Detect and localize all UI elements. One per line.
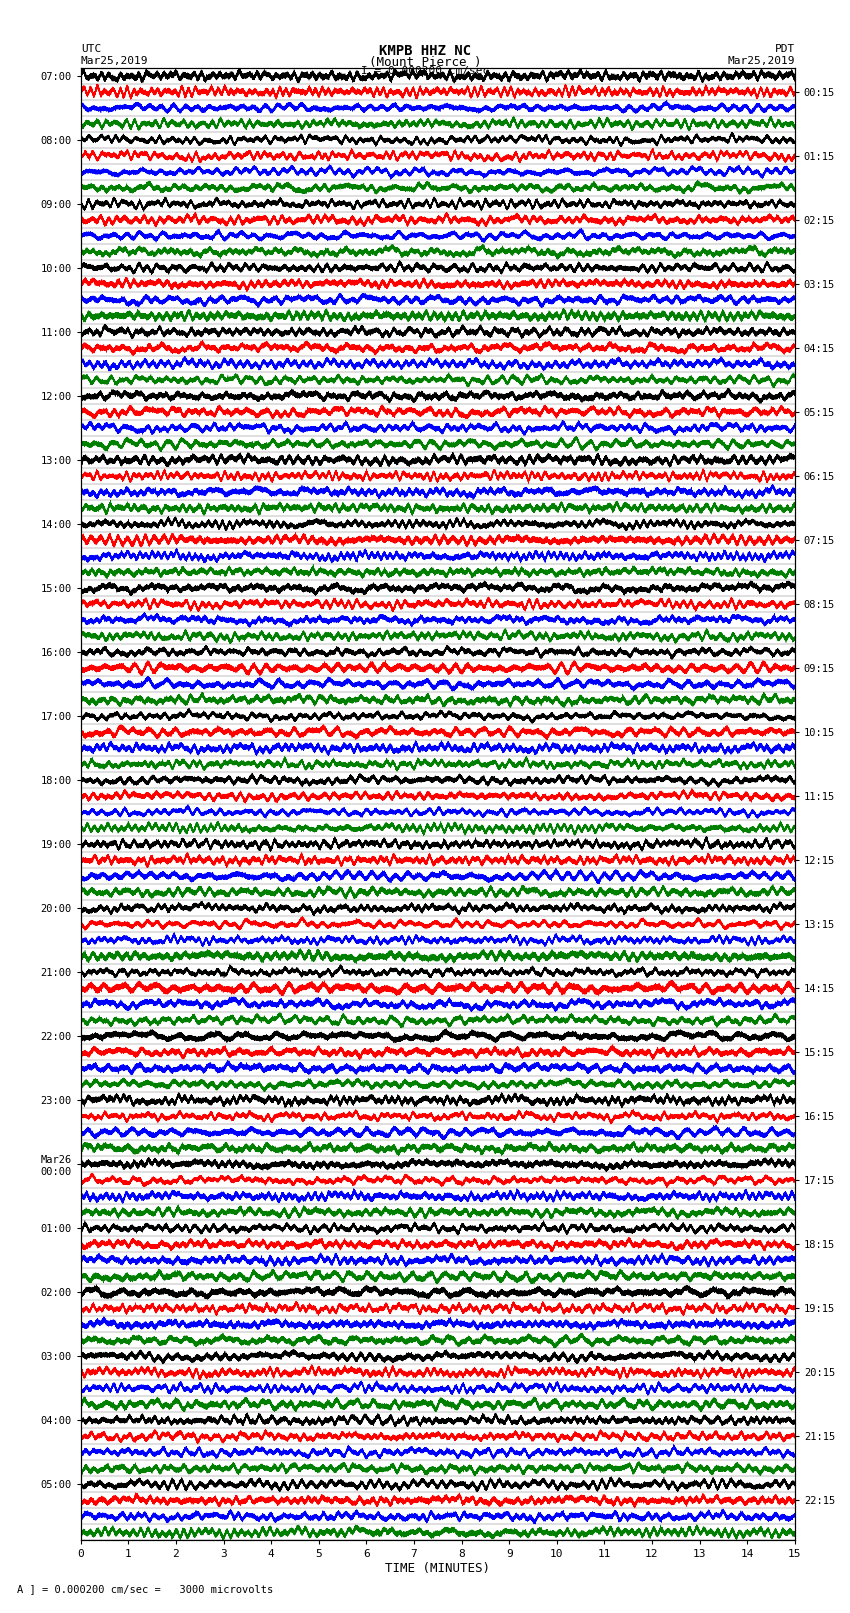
Text: UTC: UTC [81, 44, 101, 55]
Text: KMPB HHZ NC: KMPB HHZ NC [379, 44, 471, 58]
X-axis label: TIME (MINUTES): TIME (MINUTES) [385, 1563, 490, 1576]
Text: I = 0.000200 cm/sec: I = 0.000200 cm/sec [361, 66, 489, 76]
Text: Mar25,2019: Mar25,2019 [81, 56, 148, 66]
Text: A ] = 0.000200 cm/sec =   3000 microvolts: A ] = 0.000200 cm/sec = 3000 microvolts [17, 1584, 273, 1594]
Text: (Mount Pierce ): (Mount Pierce ) [369, 56, 481, 69]
Text: PDT: PDT [774, 44, 795, 55]
Text: Mar25,2019: Mar25,2019 [728, 56, 795, 66]
